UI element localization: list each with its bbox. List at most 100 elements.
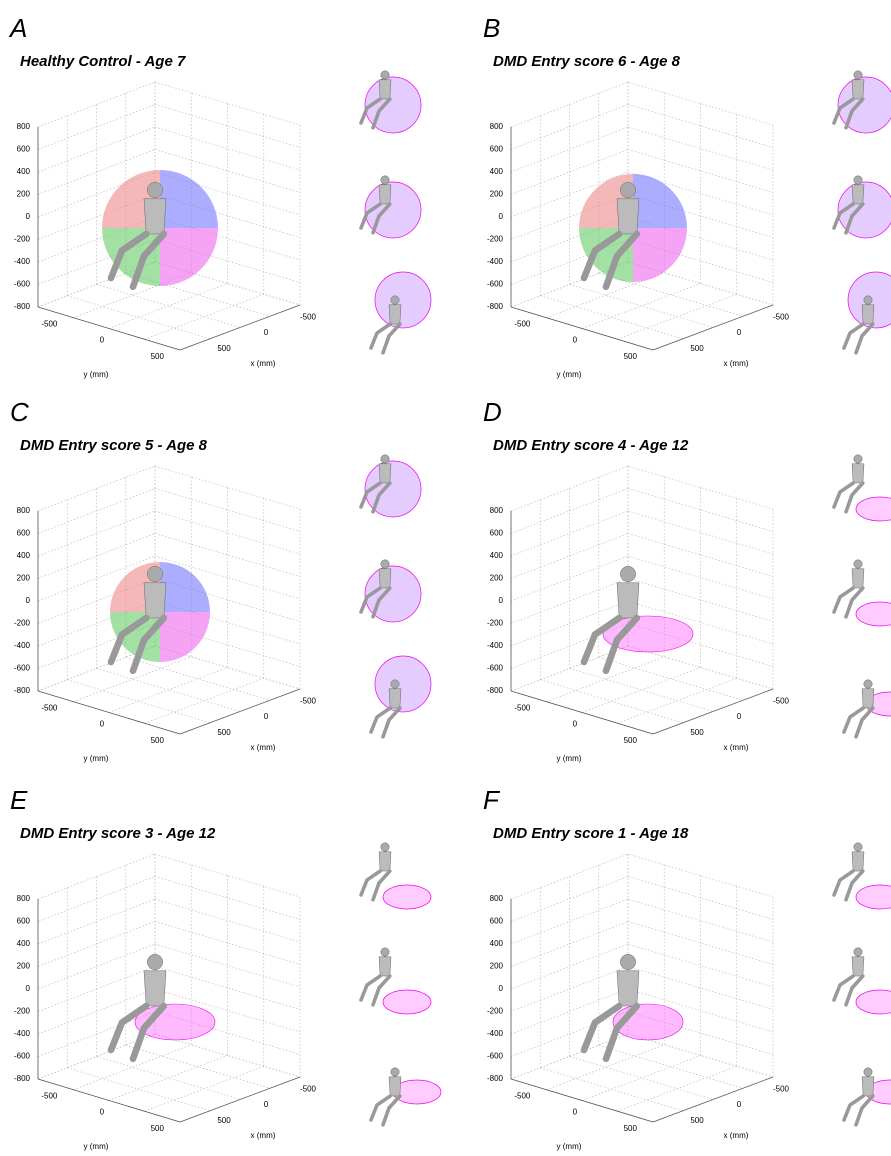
x-axis	[653, 1077, 773, 1122]
z-tick-label: -800	[487, 686, 504, 695]
panel-title: Healthy Control - Age 7	[20, 53, 186, 70]
z-tick-label: -600	[14, 664, 31, 673]
x-axis-label: x (mm)	[251, 359, 276, 368]
panel-title: DMD Entry score 1 - Age 18	[493, 825, 689, 842]
z-tick-label: -800	[14, 1074, 31, 1083]
thumb-figure	[371, 708, 400, 737]
x-tick-label: 0	[737, 328, 742, 337]
y-tick-label: 500	[624, 736, 638, 745]
z-tick-label: 0	[499, 596, 504, 605]
x-tick-label: 0	[264, 1100, 269, 1109]
x-axis-label: x (mm)	[724, 359, 749, 368]
z-tick-label: -600	[14, 1052, 31, 1061]
thumb-figure	[391, 680, 399, 688]
z-tick-label: 800	[490, 122, 504, 131]
thumb-figure	[381, 948, 389, 956]
z-tick-label: 0	[499, 212, 504, 221]
thumb-figure	[389, 1077, 401, 1096]
panel: CDMD Entry score 5 - Age 88006004002000-…	[10, 397, 431, 763]
x-tick-label: 0	[264, 328, 269, 337]
z-tick-label: 800	[490, 894, 504, 903]
thumb-figure	[862, 305, 874, 324]
z-tick-label: 200	[490, 574, 504, 583]
z-tick-label: 600	[490, 917, 504, 926]
seated-figure	[147, 954, 162, 969]
z-tick-label: -800	[487, 302, 504, 311]
z-tick-label: 400	[490, 167, 504, 176]
thumb-volume	[856, 885, 891, 909]
thumb-figure	[379, 852, 391, 871]
thumb-figure	[371, 324, 400, 353]
thumb-figure	[854, 843, 862, 851]
reach-quadrant	[633, 228, 687, 282]
z-tick-label: -800	[14, 686, 31, 695]
grid-line	[618, 678, 737, 723]
z-tick-label: 400	[490, 551, 504, 560]
thumb-figure	[852, 464, 864, 483]
x-axis-label: x (mm)	[251, 1131, 276, 1140]
z-tick-label: 400	[17, 939, 31, 948]
thumb-figure	[862, 1077, 874, 1096]
y-axis-label: y (mm)	[84, 754, 109, 763]
z-tick-label: 200	[17, 190, 31, 199]
z-tick-label: -200	[487, 619, 504, 628]
thumb-figure	[381, 560, 389, 568]
thumb-figure	[852, 80, 864, 99]
y-tick-label: -500	[514, 320, 531, 329]
z-tick-label: 600	[490, 529, 504, 538]
thumb-figure	[852, 957, 864, 976]
x-tick-label: -500	[300, 696, 317, 705]
thumb-volume	[383, 990, 431, 1014]
z-tick-label: 800	[17, 122, 31, 131]
x-axis-label: x (mm)	[251, 743, 276, 752]
thumb-figure	[389, 689, 401, 708]
y-tick-label: 500	[151, 352, 165, 361]
thumb-figure	[379, 185, 391, 204]
z-tick-label: -200	[14, 619, 31, 628]
z-tick-label: -200	[487, 1007, 504, 1016]
panel-title: DMD Entry score 3 - Age 12	[20, 825, 216, 842]
panel-letter: D	[483, 397, 502, 427]
thumb-figure	[371, 1096, 400, 1125]
y-tick-label: 500	[151, 736, 165, 745]
z-tick-label: -800	[14, 302, 31, 311]
y-axis	[511, 691, 653, 734]
thumb-figure	[854, 71, 862, 79]
x-tick-label: 0	[737, 712, 742, 721]
y-tick-label: 0	[573, 719, 578, 728]
y-tick-label: -500	[41, 1092, 58, 1101]
grid-line	[145, 294, 264, 339]
y-tick-label: 500	[151, 1124, 165, 1133]
x-axis	[653, 305, 773, 350]
panel-title: DMD Entry score 4 - Age 12	[493, 437, 689, 454]
z-tick-label: -400	[487, 257, 504, 266]
panel-title: DMD Entry score 5 - Age 8	[20, 437, 208, 454]
y-tick-label: 0	[573, 335, 578, 344]
y-axis	[38, 1079, 180, 1122]
thumb-figure	[389, 305, 401, 324]
z-tick-label: 600	[490, 145, 504, 154]
grid-line	[618, 1066, 737, 1111]
z-tick-label: -400	[487, 1029, 504, 1038]
z-tick-label: -200	[14, 235, 31, 244]
y-axis	[38, 307, 180, 350]
z-tick-label: 600	[17, 529, 31, 538]
thumb-figure	[862, 689, 874, 708]
thumb-figure	[381, 71, 389, 79]
z-tick-label: 400	[17, 551, 31, 560]
thumb-figure	[844, 1096, 873, 1125]
seated-figure	[144, 971, 166, 1006]
y-tick-label: 0	[100, 335, 105, 344]
z-tick-label: -200	[487, 235, 504, 244]
seated-figure	[620, 954, 635, 969]
z-tick-label: -600	[487, 280, 504, 289]
z-tick-label: 800	[490, 506, 504, 515]
panel-title: DMD Entry score 6 - Age 8	[493, 53, 681, 70]
thumb-volume	[856, 990, 891, 1014]
thumb-figure	[844, 708, 873, 737]
x-axis	[653, 689, 773, 734]
seated-figure	[144, 583, 166, 618]
thumb-volume	[375, 272, 431, 328]
y-tick-label: 500	[624, 1124, 638, 1133]
